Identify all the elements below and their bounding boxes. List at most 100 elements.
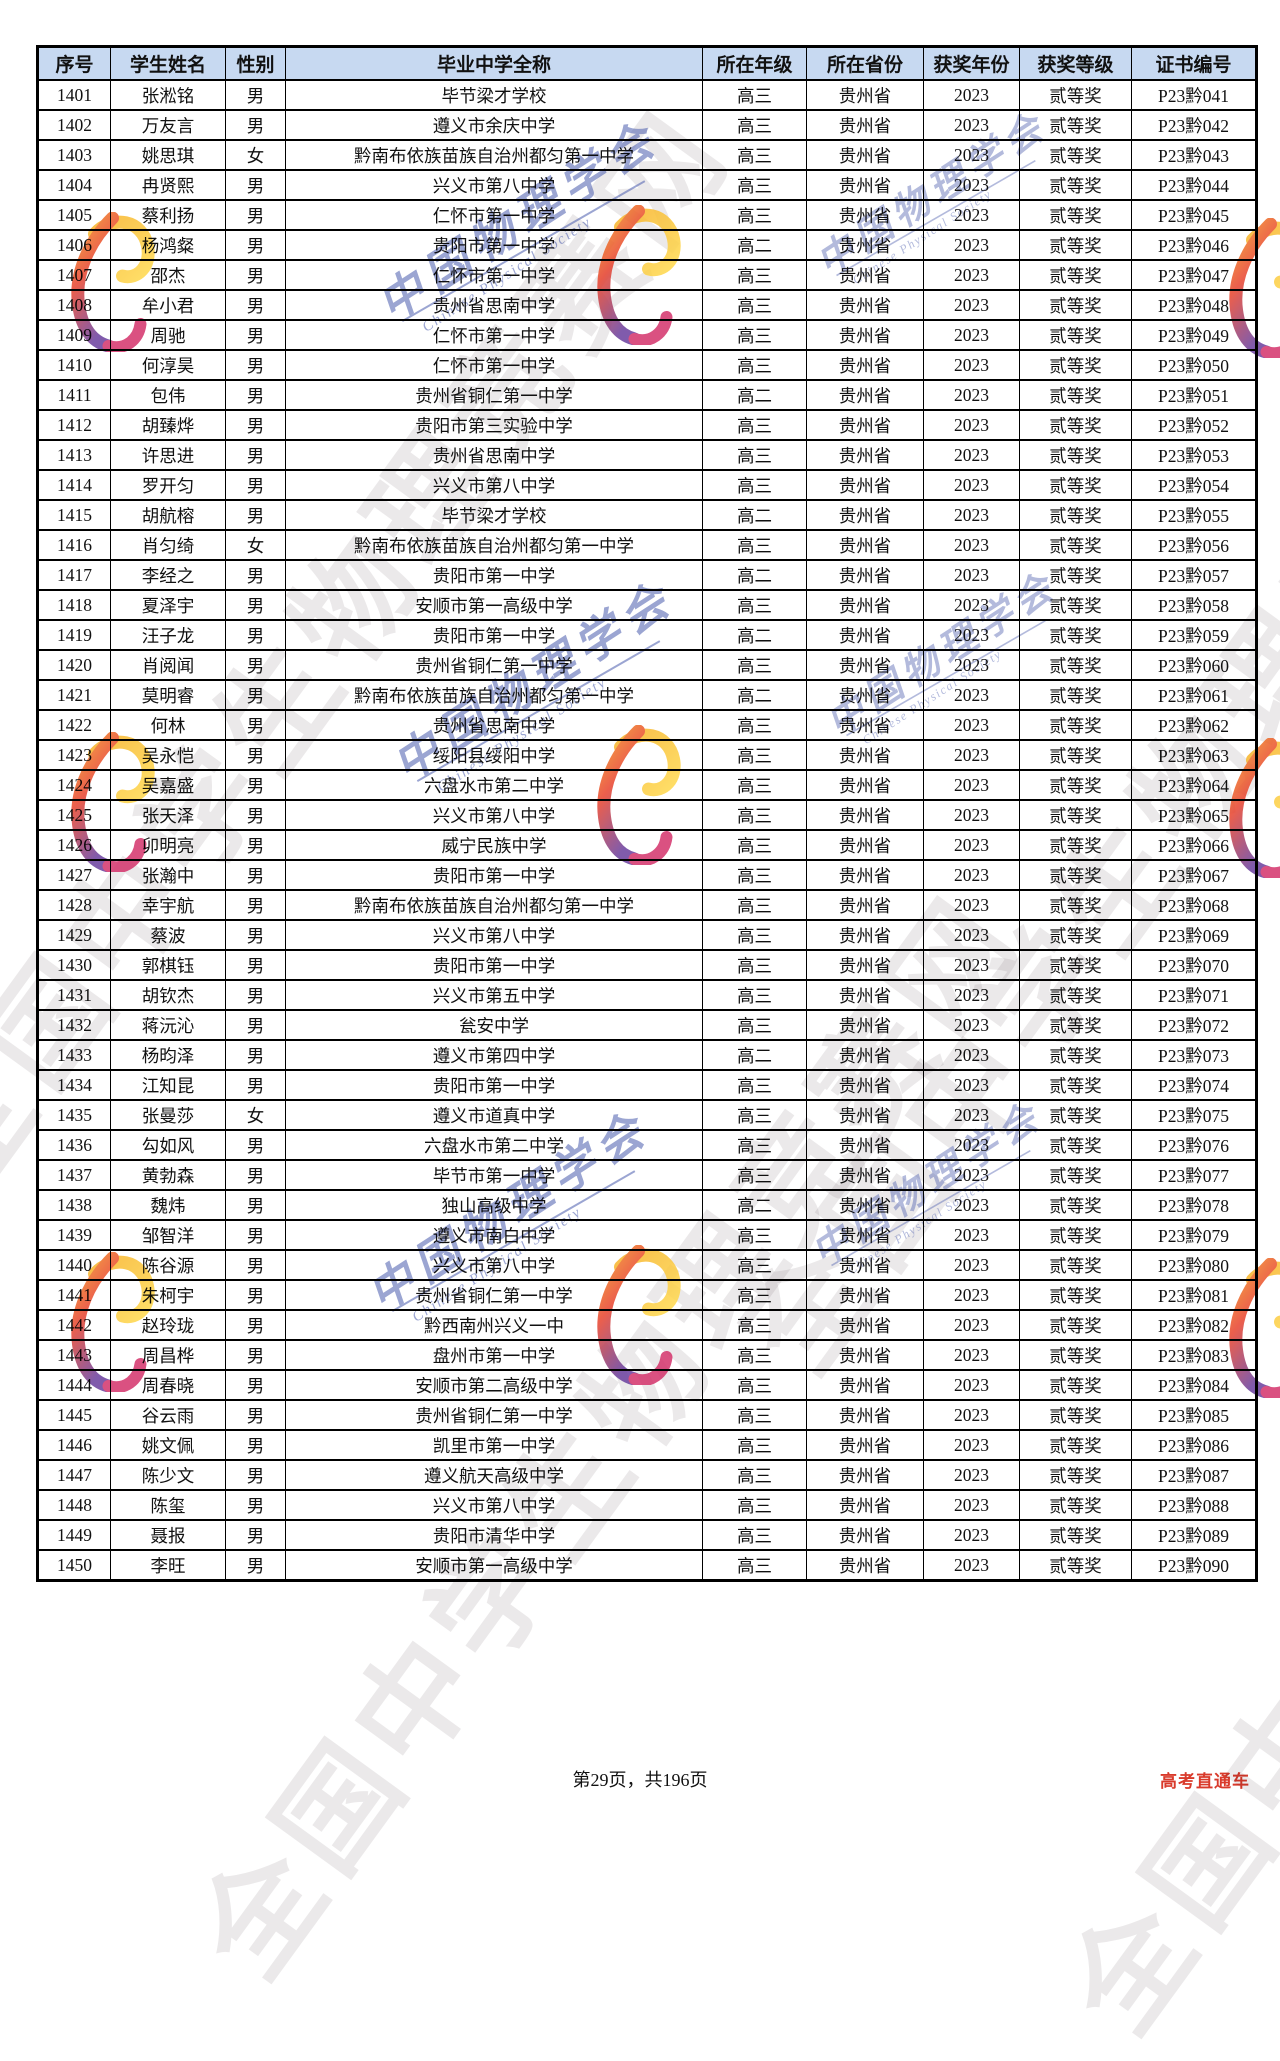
- cell-award: 贰等奖: [1019, 1189, 1132, 1221]
- cell-gender: 男: [225, 1339, 286, 1371]
- cell-num: 1404: [37, 169, 111, 201]
- cell-num: 1446: [37, 1429, 111, 1461]
- cell-award: 贰等奖: [1019, 319, 1132, 351]
- cell-school: 独山高级中学: [285, 1189, 703, 1221]
- table-row: 1435 张曼莎女遵义市道真中学 高三 贵州省 2023 贰等奖 P23黔075: [37, 1099, 1257, 1131]
- document-page: 全国中学生物理竞赛网 全国中学生物理竞赛网 全国中学生物理竞赛网 全国中学生物理…: [0, 45, 1280, 2056]
- table-row: 1439 邹智洋男遵义市南白中学 高三 贵州省 2023 贰等奖 P23黔079: [37, 1219, 1257, 1251]
- cell-cert: P23黔049: [1131, 319, 1257, 351]
- cell-province: 贵州省: [806, 829, 924, 861]
- cell-gender: 男: [225, 769, 286, 801]
- cell-year: 2023: [923, 1459, 1020, 1491]
- cell-num: 1421: [37, 679, 111, 711]
- cell-province: 贵州省: [806, 1069, 924, 1101]
- cell-year: 2023: [923, 1219, 1020, 1251]
- cell-name: 罗开匀: [110, 469, 226, 501]
- cell-cert: P23黔048: [1131, 289, 1257, 321]
- cell-gender: 男: [225, 919, 286, 951]
- cell-num: 1413: [37, 439, 111, 471]
- cell-name: 莫明睿: [110, 679, 226, 711]
- cell-cert: P23黔069: [1131, 919, 1257, 951]
- cell-year: 2023: [923, 1129, 1020, 1161]
- cell-num: 1440: [37, 1249, 111, 1281]
- cell-gender: 男: [225, 1279, 286, 1311]
- cell-grade: 高三: [702, 1549, 807, 1582]
- cell-cert: P23黔051: [1131, 379, 1257, 411]
- cell-gender: 男: [225, 619, 286, 651]
- cell-cert: P23黔060: [1131, 649, 1257, 681]
- cell-grade: 高三: [702, 1129, 807, 1161]
- cell-num: 1412: [37, 409, 111, 441]
- cell-name: 李旺: [110, 1549, 226, 1582]
- cell-grade: 高三: [702, 1099, 807, 1131]
- cell-award: 贰等奖: [1019, 229, 1132, 261]
- cell-cert: P23黔081: [1131, 1279, 1257, 1311]
- cell-school: 安顺市第一高级中学: [285, 589, 703, 621]
- cell-name: 杨昀泽: [110, 1039, 226, 1071]
- cell-grade: 高三: [702, 1309, 807, 1341]
- cell-grade: 高二: [702, 379, 807, 411]
- cell-award: 贰等奖: [1019, 949, 1132, 981]
- table-row: 1418 夏泽宇男安顺市第一高级中学 高三 贵州省 2023 贰等奖 P23黔058: [37, 589, 1257, 621]
- cell-province: 贵州省: [806, 1279, 924, 1311]
- cell-num: 1434: [37, 1069, 111, 1101]
- cell-year: 2023: [923, 1009, 1020, 1041]
- cell-year: 2023: [923, 1429, 1020, 1461]
- cell-cert: P23黔057: [1131, 559, 1257, 591]
- cell-name: 杨鸿粲: [110, 229, 226, 261]
- cell-award: 贰等奖: [1019, 1399, 1132, 1431]
- cell-num: 1406: [37, 229, 111, 261]
- cell-gender: 女: [225, 1099, 286, 1131]
- cell-year: 2023: [923, 799, 1020, 831]
- header-cell-award: 获奖等级: [1019, 46, 1132, 81]
- cell-cert: P23黔042: [1131, 109, 1257, 141]
- cell-num: 1436: [37, 1129, 111, 1161]
- table-row: 1411 包伟男贵州省铜仁第一中学 高二 贵州省 2023 贰等奖 P23黔051: [37, 379, 1257, 411]
- cell-province: 贵州省: [806, 679, 924, 711]
- cell-num: 1426: [37, 829, 111, 861]
- table-row: 1446 姚文佩男凯里市第一中学 高三 贵州省 2023 贰等奖 P23黔086: [37, 1429, 1257, 1461]
- cell-num: 1411: [37, 379, 111, 411]
- cell-num: 1408: [37, 289, 111, 321]
- cell-name: 蔡利扬: [110, 199, 226, 231]
- cell-cert: P23黔083: [1131, 1339, 1257, 1371]
- cell-award: 贰等奖: [1019, 1219, 1132, 1251]
- cell-num: 1435: [37, 1099, 111, 1131]
- cell-num: 1420: [37, 649, 111, 681]
- cell-school: 安顺市第二高级中学: [285, 1369, 703, 1401]
- cell-province: 贵州省: [806, 1219, 924, 1251]
- cell-cert: P23黔044: [1131, 169, 1257, 201]
- cell-year: 2023: [923, 1489, 1020, 1521]
- cell-year: 2023: [923, 559, 1020, 591]
- award-list-table: 序号 学生姓名 性别 毕业中学全称 所在年级 所在省份 获奖年份 获奖等级 证书…: [36, 45, 1258, 1582]
- cell-province: 贵州省: [806, 1309, 924, 1341]
- cell-province: 贵州省: [806, 889, 924, 921]
- cell-cert: P23黔068: [1131, 889, 1257, 921]
- cell-year: 2023: [923, 349, 1020, 381]
- cell-grade: 高三: [702, 859, 807, 891]
- cell-name: 姚思琪: [110, 139, 226, 171]
- table-body: 1401 张淞铭男毕节梁才学校 高三 贵州省 2023 贰等奖 P23黔041 1402 万友言…: [37, 79, 1257, 1582]
- cell-name: 朱柯宇: [110, 1279, 226, 1311]
- table-row: 1430 郭棋钰男贵阳市第一中学 高三 贵州省 2023 贰等奖 P23黔070: [37, 949, 1257, 981]
- cell-award: 贰等奖: [1019, 1069, 1132, 1101]
- table-row: 1410 何淳昊男仁怀市第一中学 高三 贵州省 2023 贰等奖 P23黔050: [37, 349, 1257, 381]
- cell-name: 张瀚中: [110, 859, 226, 891]
- table-row: 1420 肖阅闻男贵州省铜仁第一中学 高三 贵州省 2023 贰等奖 P23黔060: [37, 649, 1257, 681]
- table-row: 1413 许思进男贵州省思南中学 高三 贵州省 2023 贰等奖 P23黔053: [37, 439, 1257, 471]
- cell-school: 遵义市南白中学: [285, 1219, 703, 1251]
- table-row: 1407 邵杰男仁怀市第一中学 高三 贵州省 2023 贰等奖 P23黔047: [37, 259, 1257, 291]
- cell-grade: 高二: [702, 559, 807, 591]
- cell-gender: 男: [225, 979, 286, 1011]
- cell-name: 何林: [110, 709, 226, 741]
- cell-school: 兴义市第八中学: [285, 469, 703, 501]
- cell-num: 1417: [37, 559, 111, 591]
- cell-name: 吴嘉盛: [110, 769, 226, 801]
- cell-province: 贵州省: [806, 979, 924, 1011]
- cell-year: 2023: [923, 229, 1020, 261]
- cell-school: 盘州市第一中学: [285, 1339, 703, 1371]
- cell-province: 贵州省: [806, 619, 924, 651]
- cell-gender: 男: [225, 859, 286, 891]
- table-row: 1433 杨昀泽男遵义市第四中学 高二 贵州省 2023 贰等奖 P23黔073: [37, 1039, 1257, 1071]
- cell-num: 1433: [37, 1039, 111, 1071]
